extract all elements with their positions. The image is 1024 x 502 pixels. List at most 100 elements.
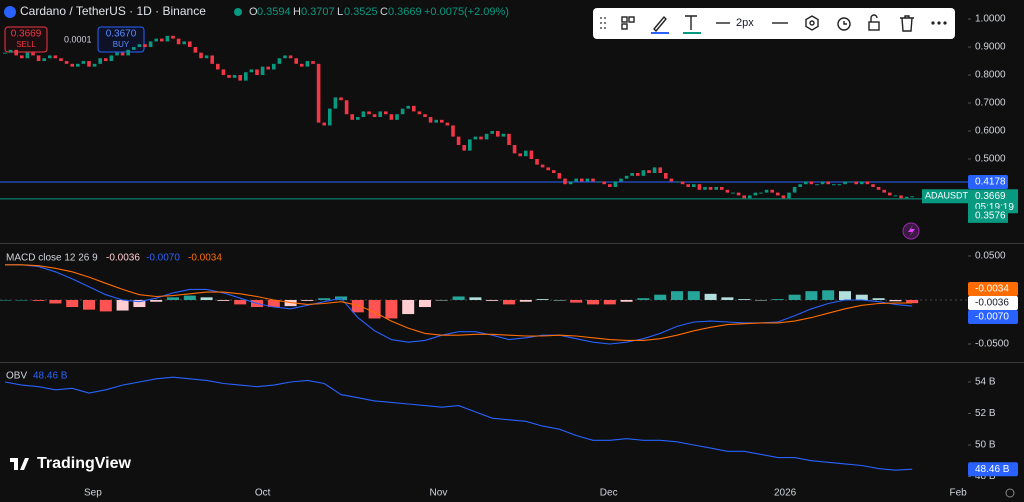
histogram-bar	[654, 294, 667, 300]
candle	[260, 66, 265, 76]
candle	[608, 184, 612, 188]
histogram-bar	[671, 291, 683, 300]
candle	[742, 195, 746, 199]
settings-icon[interactable]	[805, 15, 819, 31]
candle	[367, 111, 371, 115]
symbol-title[interactable]: Cardano / TetherUS · 1D · Binance	[20, 4, 206, 18]
x-tick-label: Oct	[255, 488, 271, 499]
obv-line	[4, 376, 913, 471]
histogram-bar	[301, 299, 314, 301]
candle	[339, 97, 343, 101]
histogram-bar	[32, 299, 45, 301]
candle	[109, 55, 114, 62]
candle	[641, 170, 646, 176]
candle	[333, 97, 338, 109]
open: 0.3594	[257, 6, 291, 18]
candle	[697, 184, 702, 190]
candle	[664, 173, 668, 179]
candle	[776, 192, 780, 196]
candle	[143, 44, 147, 48]
candle	[98, 58, 102, 64]
candle	[820, 181, 825, 185]
candle	[255, 69, 259, 76]
x-tick-label: Sep	[84, 488, 102, 499]
histogram-bar	[133, 299, 146, 308]
candle	[3, 52, 7, 54]
sell-button[interactable]: 0.3669 SELL	[4, 26, 48, 53]
y-tick-label: 0.6000	[975, 126, 1006, 137]
candle	[216, 63, 220, 70]
y-tick-label: -0.0500	[975, 339, 1009, 350]
candle	[148, 41, 153, 48]
countdown: 05:19:19	[975, 202, 1014, 213]
histogram-bar	[452, 296, 465, 300]
candle	[361, 111, 366, 118]
candle	[266, 66, 270, 70]
line-width[interactable]: 2px	[736, 17, 754, 29]
settings-button[interactable]	[1005, 488, 1015, 498]
candle	[843, 181, 847, 185]
candle	[535, 159, 539, 165]
candle	[395, 114, 399, 120]
candle	[804, 181, 808, 185]
candle	[350, 114, 354, 120]
candle	[244, 72, 248, 81]
candle	[591, 178, 595, 182]
candle	[412, 105, 416, 112]
candle	[557, 173, 562, 179]
candle	[512, 145, 517, 154]
label: L	[337, 6, 343, 18]
histogram-bar	[839, 291, 851, 300]
histogram-bar	[83, 299, 95, 310]
x-tick-label: Dec	[600, 488, 618, 499]
sell-price: 0.3669	[11, 29, 42, 40]
candle	[160, 38, 164, 42]
candle	[468, 139, 472, 151]
candle	[288, 55, 293, 59]
candle	[120, 52, 125, 56]
candle	[344, 100, 349, 115]
candle	[87, 61, 91, 67]
last-price: 0.3669	[975, 191, 1006, 202]
delete-icon[interactable]	[900, 15, 914, 32]
candle	[731, 192, 735, 194]
histogram-bar	[570, 299, 583, 303]
template-icon[interactable]	[621, 16, 628, 23]
histogram-bar	[385, 299, 398, 319]
histogram-bar	[755, 299, 767, 301]
candle	[311, 61, 315, 64]
histogram-bar	[771, 299, 784, 300]
candle	[14, 49, 18, 56]
candle	[305, 61, 310, 67]
candle	[876, 187, 881, 190]
histogram-bar	[183, 295, 196, 300]
high: 0.3707	[301, 6, 335, 18]
ohlc-readout: O 0.3594 H 0.3707 L 0.3525 C 0.3669 +0.0…	[249, 6, 509, 18]
candle	[596, 181, 601, 183]
histogram-bar	[267, 299, 280, 308]
histogram-bar	[536, 299, 549, 300]
histogram-bar	[553, 299, 566, 301]
candle	[384, 111, 388, 115]
candle	[126, 49, 130, 56]
histogram-bar	[704, 293, 717, 300]
alert-icon[interactable]	[837, 17, 851, 31]
y-tick-label: 0.7000	[975, 98, 1006, 109]
histogram-bar	[906, 299, 919, 304]
candle	[675, 181, 679, 183]
buy-button[interactable]: 0.3670 BUY	[97, 26, 145, 53]
candle	[132, 47, 136, 50]
histogram-bar	[116, 299, 129, 311]
price-line-label-box	[968, 175, 1008, 190]
candle	[832, 184, 836, 186]
y-tick-label: 0.9000	[975, 42, 1006, 53]
candle	[568, 181, 573, 185]
text-icon[interactable]	[685, 15, 697, 30]
histogram-bar	[234, 299, 247, 305]
candle	[188, 41, 192, 48]
color-icon[interactable]	[653, 15, 667, 33]
lock-icon[interactable]	[868, 21, 880, 31]
candle	[8, 49, 13, 53]
histogram-label: -0.0036	[975, 298, 1009, 309]
price-line-label: 0.3576	[975, 211, 1006, 222]
